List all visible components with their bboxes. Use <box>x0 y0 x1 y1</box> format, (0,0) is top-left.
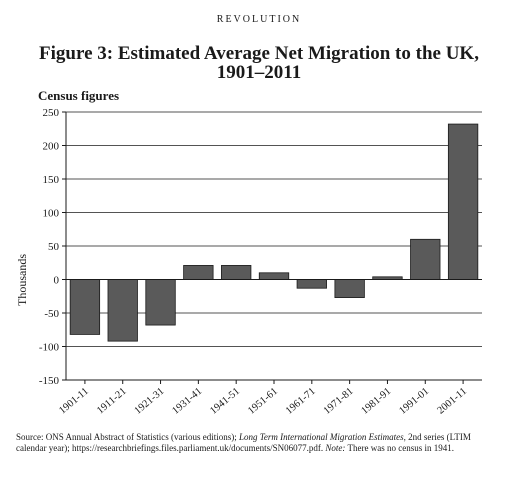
bar <box>221 265 252 280</box>
running-head: REVOLUTION <box>216 14 302 25</box>
bar <box>107 279 138 342</box>
source-note: Source: ONS Annual Abstract of Statistic… <box>16 432 502 453</box>
source-text-3: There was no census in 1941. <box>345 442 454 453</box>
y-tick-label: -100 <box>39 342 60 354</box>
bar-chart: -150 -100 -50 0 50 100 150 200 250 1901-11 1911-21… <box>15 107 482 417</box>
y-tick-label: 100 <box>43 208 60 220</box>
y-tick-label: -50 <box>44 308 59 320</box>
y-tick-label: 200 <box>43 141 60 153</box>
bar <box>447 123 479 280</box>
chart-subtitle: Census figures <box>38 88 120 103</box>
x-tick-label: 2001-11 <box>435 386 469 417</box>
source-text-2: , 2nd series (LTIM calendar year); https… <box>16 432 471 453</box>
source-italic-2: Note: <box>325 442 346 453</box>
bar <box>69 279 101 335</box>
y-tick-label: 0 <box>54 275 60 287</box>
x-tick-label: 1971-81 <box>322 386 356 417</box>
y-tick-label: -150 <box>39 375 60 387</box>
x-tick-label: 1981-91 <box>360 386 394 417</box>
tick-labels: -150 -100 -50 0 50 100 150 200 250 1901-11 1911-21… <box>39 107 469 417</box>
bar <box>145 279 176 326</box>
bar <box>334 279 365 298</box>
bars <box>69 123 479 342</box>
x-tick-label: 1911-21 <box>95 386 129 417</box>
x-tick-label: 1901-11 <box>57 386 91 417</box>
x-tick-label: 1951-61 <box>246 386 280 417</box>
bar <box>296 279 327 289</box>
bar <box>183 265 214 280</box>
x-tick-label: 1941-51 <box>208 386 242 417</box>
y-tick-label: 250 <box>43 107 60 119</box>
y-tick-label: 50 <box>48 241 60 253</box>
source-text-1: Source: ONS Annual Abstract of Statistic… <box>16 432 239 442</box>
bar <box>258 272 290 280</box>
x-tick-label: 1961-71 <box>284 386 318 417</box>
x-tick-label: 1931-41 <box>170 386 204 417</box>
y-axis-label: Thousands <box>15 254 29 306</box>
bar <box>410 238 441 280</box>
chart-title: Figure 3: Estimated Average Net Migratio… <box>39 43 479 83</box>
x-tick-label: 1991-01 <box>397 386 431 417</box>
y-tick-label: 150 <box>43 174 60 186</box>
axes <box>62 111 482 384</box>
source-italic-1: Long Term International Migration Estima… <box>238 432 404 442</box>
x-tick-label: 1921-31 <box>133 386 167 417</box>
